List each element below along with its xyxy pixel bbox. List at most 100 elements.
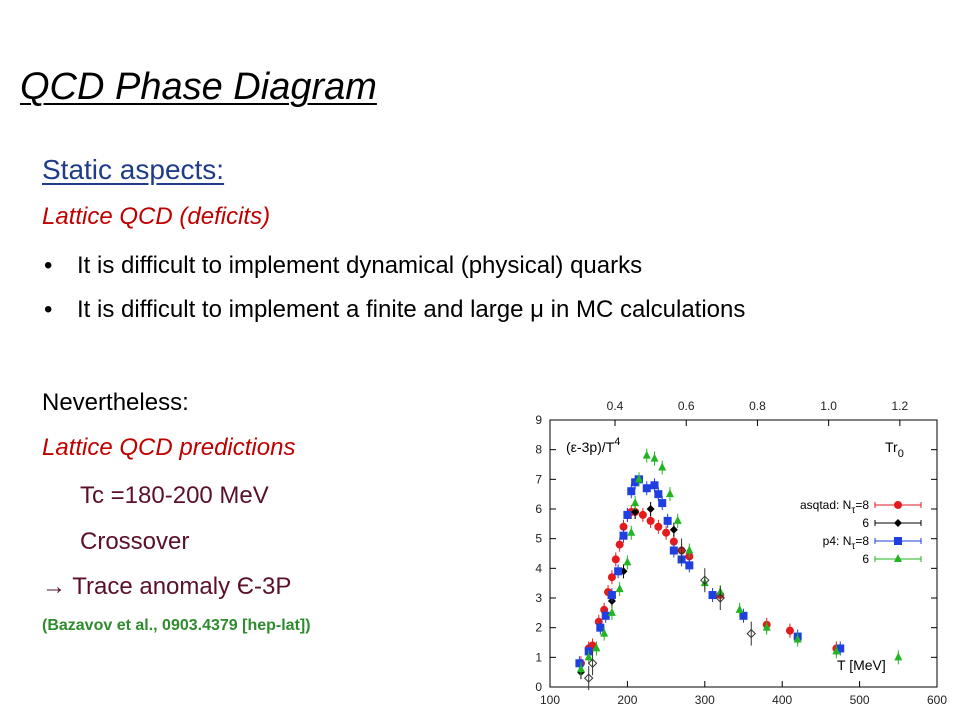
trace-anomaly-line: → Trace anomaly Є-3P [42,573,291,601]
data-point [650,453,659,462]
data-point [735,604,744,613]
data-point [607,591,616,600]
data-point [654,522,663,531]
data-point [575,659,584,668]
data-point [587,658,598,668]
y-tick-label: 8 [535,443,542,457]
crossover-label: Crossover [80,528,190,555]
y-tick-label: 6 [535,502,542,516]
data-point [600,628,609,637]
data-point [762,622,771,631]
data-point [619,531,628,540]
data-point [642,484,651,493]
legend-label: asqtad: Nτ=8 [800,498,869,516]
data-point [627,487,636,496]
bullet-item-quarks: • It is difficult to implement dynamical … [44,252,642,280]
data-point [669,525,678,534]
legend-label: 6 [862,552,869,566]
data-point [785,626,794,635]
tc-value: Tc =180-200 MeV [80,482,269,509]
data-point [676,545,687,556]
data-point [631,507,640,516]
y-axis-label-sup: 4 [614,436,620,448]
data-point [627,527,636,536]
bullet-text: It is difficult to implement a finite an… [77,296,746,323]
legend-label-suffix: 6 [862,552,869,566]
data-point [746,628,756,639]
x-tick-label: 200 [617,693,637,707]
legend-label-sub: τ [851,505,855,516]
y-tick-label: 3 [535,591,542,605]
legend-label-prefix: p4: N [823,534,852,548]
x-tick-label: 400 [772,693,792,707]
data-point [592,643,601,652]
slide-title: QCD Phase Diagram [20,66,377,108]
legend-marker [894,519,902,527]
data-point [635,474,644,483]
legend-label-prefix: asqtad: N [800,498,851,512]
x-tick-label: 100 [540,693,560,707]
top-axis-label: Tr0 [885,439,904,460]
legend-label-suffix: =8 [855,534,869,548]
data-point [646,505,655,513]
data-point [685,545,694,554]
data-point [646,516,655,525]
plot-frame [549,419,938,688]
data-point [623,557,632,566]
data-point [596,623,605,632]
x-tick-label: 600 [927,693,947,707]
static-aspects-heading: Static aspects: [42,154,225,185]
data-point [650,481,659,490]
top-tick-label: 0.4 [607,399,624,413]
reference-citation: (Bazavov et al., 0903.4379 [hep-lat]) [42,617,311,634]
y-tick-label: 5 [535,532,542,546]
data-point [739,611,748,620]
data-point [715,593,725,603]
legend-marker [894,537,902,545]
nevertheless-label: Nevertheless: [42,389,189,416]
data-point [658,462,667,471]
data-point [583,673,594,683]
chart-svg: 0 1 2 3 4 5 6 7 8 9 100 200 300 400 500 600 0.4 0.6 0.8 1.0… [535,399,947,707]
top-tick-label: 0.6 [678,399,695,413]
legend-label-sub: τ [851,541,855,552]
y-tick-label: 4 [535,561,542,575]
top-tick-label: 1.0 [820,399,837,413]
data-point [662,528,671,537]
bullet-dot-icon: • [44,296,53,323]
bullet-text: It is difficult to implement dynamical (… [77,252,643,279]
data-point [685,561,694,570]
data-point [576,664,585,673]
data-point [665,489,674,498]
data-point [669,546,678,555]
data-point [836,644,845,653]
bullet-item-mu: • It is difficult to implement a finite a… [44,296,745,324]
data-point [642,450,651,459]
trace-anomaly-text: Trace anomaly Є-3P [72,573,292,600]
data-point [894,652,903,661]
data-point [607,607,616,616]
data-point [708,591,717,600]
arrow-right-icon: → [42,573,66,600]
data-point [601,611,610,620]
data-point [638,510,647,519]
legend-marker [894,501,902,509]
data-point [615,540,624,549]
y-tick-label: 9 [535,413,542,427]
legend-label: p4: Nτ=8 [823,534,870,552]
data-point [793,634,802,643]
top-tick-label: 0.8 [749,399,766,413]
data-point [623,510,632,519]
data-point [663,516,672,525]
trace-anomaly-chart: 0 1 2 3 4 5 6 7 8 9 100 200 300 400 500 600 0.4 0.6 0.8 1.0… [510,390,960,720]
data-point [607,573,616,582]
data-point [631,498,640,507]
legend-label-suffix: 6 [862,516,869,530]
y-tick-label: 1 [535,650,542,664]
top-axis-label-sub: 0 [898,448,904,460]
data-point [611,555,620,564]
data-point [619,522,628,531]
x-axis-label: T [MeV] [837,657,886,673]
legend-label-suffix: =8 [855,498,869,512]
data-point [669,537,678,546]
